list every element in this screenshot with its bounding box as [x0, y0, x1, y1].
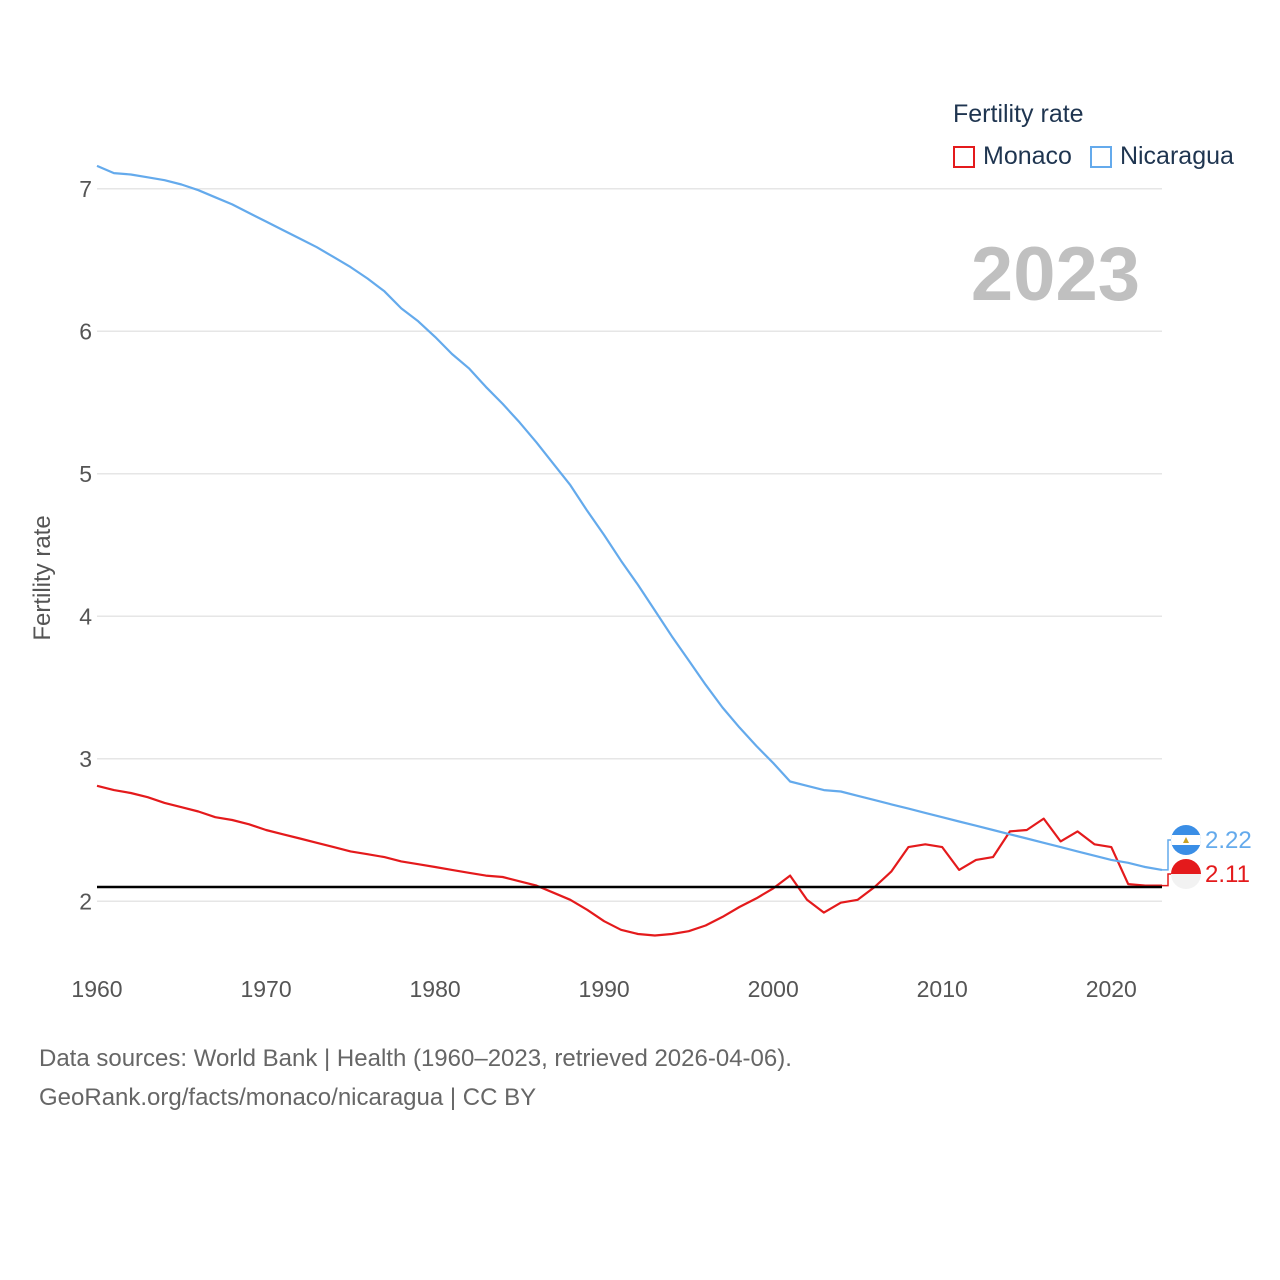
x-axis-ticks: 1960 1970 1980 1990 2000 2010 2020: [71, 976, 1136, 1002]
y-tick-label: 5: [79, 461, 92, 487]
nicaragua-flag-icon: [1171, 825, 1201, 855]
legend-swatch-nicaragua: [1089, 145, 1112, 168]
monaco-flag-icon: [1171, 859, 1201, 889]
end-label-monaco: 2.11: [1205, 861, 1250, 888]
source-line-1: Data sources: World Bank | Health (1960–…: [39, 1045, 792, 1072]
y-tick-label: 4: [79, 603, 92, 629]
y-tick-label: 6: [79, 318, 92, 344]
gridlines: [97, 188, 1162, 902]
year-watermark: 2023: [971, 232, 1140, 317]
legend-item-nicaragua[interactable]: Nicaragua: [1089, 142, 1234, 171]
x-tick-label: 2020: [1086, 976, 1137, 1002]
series-line-monaco: [96, 784, 1162, 937]
legend-label-monaco: Monaco: [983, 142, 1072, 170]
y-axis-ticks: 2 3 4 5 6 7: [79, 176, 92, 915]
x-tick-label: 2010: [917, 976, 968, 1002]
legend-label-nicaragua: Nicaragua: [1119, 142, 1234, 170]
x-tick-label: 2000: [748, 976, 799, 1002]
legend-item-monaco[interactable]: Monaco: [953, 142, 1072, 171]
y-tick-label: 2: [79, 888, 92, 914]
x-tick-label: 1970: [240, 976, 291, 1002]
x-tick-label: 1960: [71, 976, 122, 1002]
end-connector-nicaragua: [1162, 839, 1172, 871]
y-tick-label: 3: [79, 746, 92, 772]
end-connector-monaco: [1162, 873, 1172, 887]
series-line-nicaragua: [96, 164, 1163, 871]
end-label-nicaragua: 2.22: [1205, 827, 1252, 854]
legend-title: Fertility rate: [953, 100, 1084, 128]
x-tick-label: 1980: [410, 976, 461, 1002]
legend: Monaco Nicaragua: [953, 142, 1252, 171]
legend-swatch-monaco: [953, 145, 975, 168]
end-labels: 2.11 2.22: [1162, 825, 1252, 889]
y-tick-label: 7: [79, 176, 92, 202]
source-line-2[interactable]: GeoRank.org/facts/monaco/nicaragua | CC …: [39, 1084, 537, 1111]
series-lines: [96, 164, 1163, 937]
x-tick-label: 1990: [579, 976, 630, 1002]
y-axis-title: Fertility rate: [29, 515, 56, 640]
